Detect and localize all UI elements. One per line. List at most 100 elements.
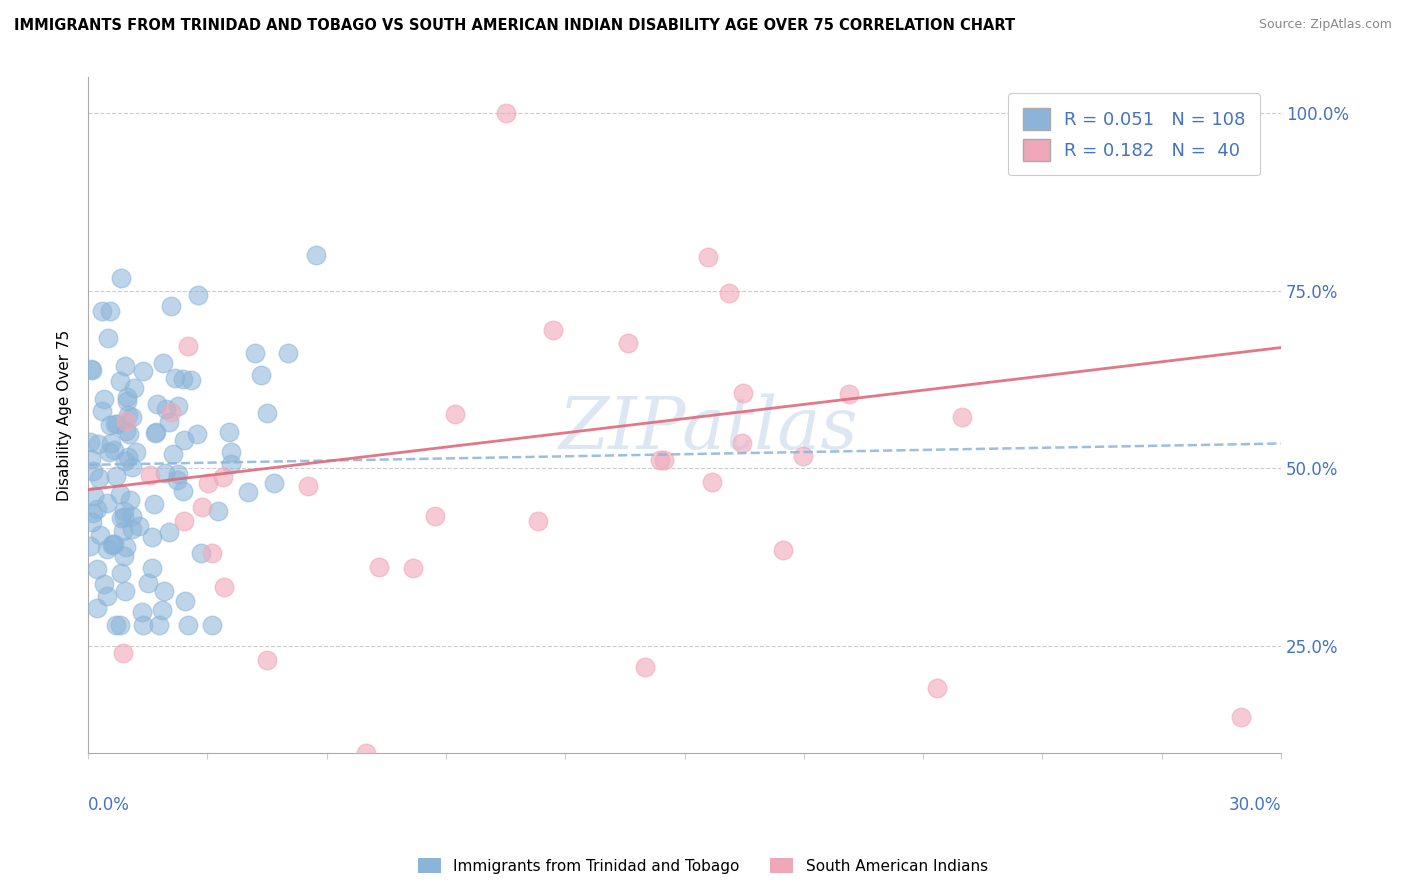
Point <box>153 466 176 480</box>
Point <box>145 425 167 439</box>
Point <box>108 487 131 501</box>
Point <box>297 479 319 493</box>
Point <box>263 475 285 490</box>
Point <box>256 653 278 667</box>
Point <box>86 437 108 451</box>
Point <box>114 359 136 374</box>
Point <box>166 473 188 487</box>
Point <box>950 410 973 425</box>
Point <box>110 271 132 285</box>
Point <box>143 425 166 440</box>
Point <box>121 409 143 424</box>
Point <box>132 364 155 378</box>
Point <box>82 516 104 530</box>
Point <box>527 514 550 528</box>
Point <box>221 444 243 458</box>
Point <box>90 403 112 417</box>
Point <box>104 469 127 483</box>
Point <box>617 335 640 350</box>
Point <box>153 584 176 599</box>
Point <box>172 484 194 499</box>
Point <box>121 460 143 475</box>
Point <box>86 502 108 516</box>
Point <box>97 330 120 344</box>
Point <box>105 417 128 432</box>
Point <box>96 542 118 557</box>
Point <box>79 539 101 553</box>
Point <box>162 447 184 461</box>
Point <box>114 414 136 428</box>
Point <box>89 528 111 542</box>
Legend: Immigrants from Trinidad and Tobago, South American Indians: Immigrants from Trinidad and Tobago, Sou… <box>412 852 994 880</box>
Point <box>165 371 187 385</box>
Point <box>118 493 141 508</box>
Point <box>186 426 208 441</box>
Point <box>368 560 391 574</box>
Point <box>150 603 173 617</box>
Point <box>139 468 162 483</box>
Point <box>117 450 139 464</box>
Point <box>80 362 103 376</box>
Point <box>79 452 101 467</box>
Point <box>131 605 153 619</box>
Point <box>219 457 242 471</box>
Point <box>157 525 180 540</box>
Point <box>124 444 146 458</box>
Point <box>111 524 134 539</box>
Point <box>172 371 194 385</box>
Point <box>155 402 177 417</box>
Point <box>250 368 273 382</box>
Point <box>731 386 754 401</box>
Point <box>114 540 136 554</box>
Text: 30.0%: 30.0% <box>1229 796 1281 814</box>
Point <box>104 417 127 431</box>
Point <box>160 299 183 313</box>
Point <box>173 433 195 447</box>
Point <box>177 617 200 632</box>
Y-axis label: Disability Age Over 75: Disability Age Over 75 <box>58 329 72 500</box>
Point <box>180 373 202 387</box>
Point <box>717 285 740 300</box>
Point <box>731 435 754 450</box>
Text: IMMIGRANTS FROM TRINIDAD AND TOBAGO VS SOUTH AMERICAN INDIAN DISABILITY AGE OVER: IMMIGRANTS FROM TRINIDAD AND TOBAGO VS S… <box>14 18 1015 33</box>
Point <box>112 549 135 563</box>
Point <box>108 617 131 632</box>
Point <box>207 503 229 517</box>
Point <box>122 381 145 395</box>
Point <box>96 496 118 510</box>
Point <box>98 444 121 458</box>
Point <box>402 561 425 575</box>
Point <box>114 454 136 468</box>
Point <box>136 576 159 591</box>
Text: Source: ZipAtlas.com: Source: ZipAtlas.com <box>1258 18 1392 31</box>
Point <box>100 436 122 450</box>
Point <box>218 425 240 439</box>
Point <box>191 500 214 514</box>
Point <box>91 303 114 318</box>
Point <box>143 497 166 511</box>
Point <box>173 514 195 528</box>
Point <box>108 374 131 388</box>
Point <box>148 617 170 632</box>
Point <box>495 106 517 120</box>
Point <box>93 576 115 591</box>
Point <box>132 617 155 632</box>
Point <box>925 681 948 696</box>
Point <box>141 531 163 545</box>
Point <box>176 339 198 353</box>
Point <box>443 407 465 421</box>
Point <box>98 304 121 318</box>
Legend: R = 0.051   N = 108, R = 0.182   N =  40: R = 0.051 N = 108, R = 0.182 N = 40 <box>1008 94 1260 175</box>
Point <box>83 489 105 503</box>
Point <box>141 561 163 575</box>
Point <box>103 537 125 551</box>
Point <box>110 566 132 580</box>
Point <box>114 584 136 599</box>
Point <box>115 424 138 438</box>
Point <box>187 288 209 302</box>
Point <box>197 476 219 491</box>
Point <box>190 546 212 560</box>
Point <box>98 418 121 433</box>
Point <box>772 543 794 558</box>
Point <box>212 470 235 484</box>
